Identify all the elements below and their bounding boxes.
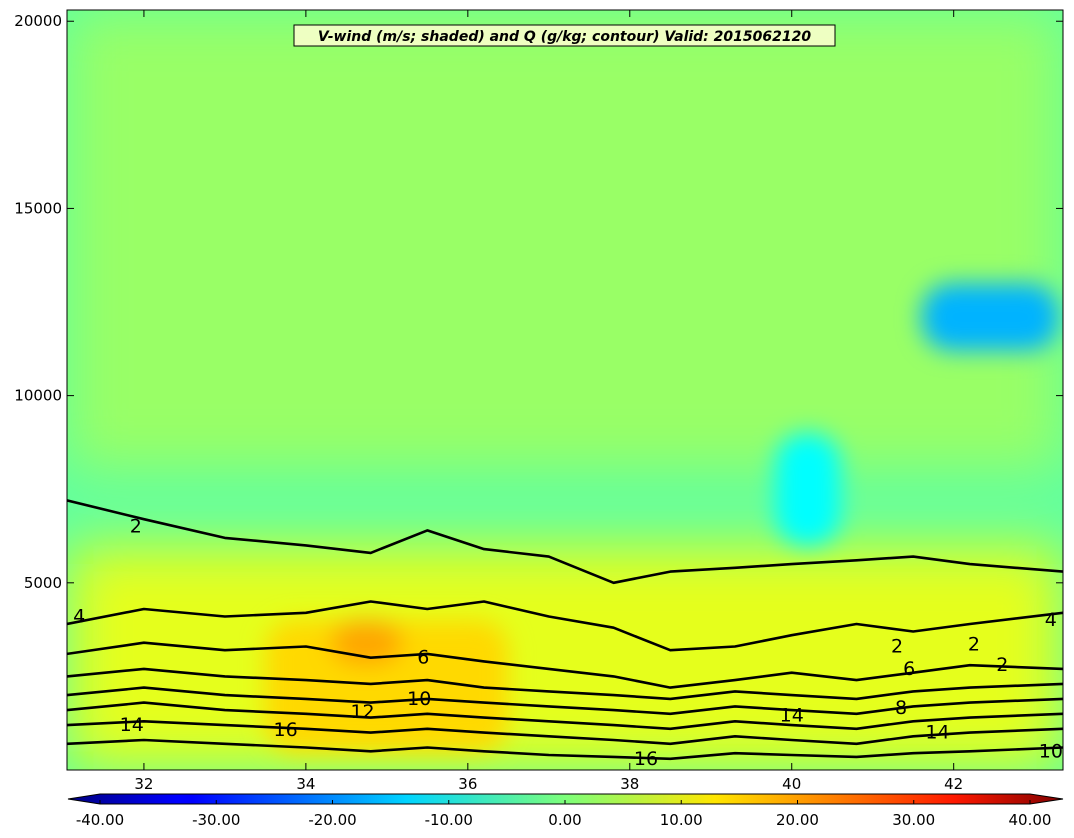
contour-label: 16 [634, 748, 658, 770]
contour-label: 4 [73, 606, 85, 628]
contour-label: 6 [417, 647, 429, 669]
contour-label: 6 [903, 658, 915, 680]
colorbar-tick-label: -40.00 [76, 811, 124, 829]
contour-label: 10 [407, 688, 431, 710]
x-tick-label: 42 [944, 775, 963, 793]
y-tick-label: 15000 [14, 199, 62, 217]
colorbar-tick-label: 20.00 [776, 811, 819, 829]
contour-label: 12 [350, 701, 374, 723]
y-tick-label: 20000 [14, 12, 62, 30]
contour-label: 2 [996, 654, 1008, 676]
contour-label: 4 [1045, 609, 1057, 631]
plot-frame [66, 9, 1064, 771]
shading-layer [67, 10, 1063, 770]
x-tick-label: 34 [296, 775, 315, 793]
shaded-region [330, 620, 404, 666]
detail-layer [265, 283, 1059, 752]
shaded-region [67, 545, 1063, 770]
contour-label: 14 [120, 714, 144, 736]
q-contour-line [67, 701, 1063, 731]
contour-label: 2 [891, 635, 903, 657]
shaded-region [265, 620, 509, 752]
contour-layer [67, 499, 1063, 761]
contour-label: 2 [130, 516, 142, 538]
colorbar: -40.00 -30.00 -20.00 -10.00 0.00 10.00 20.00 30… [67, 793, 1064, 829]
colorbar-tick-label: -30.00 [192, 811, 240, 829]
x-tick-label: 36 [458, 775, 477, 793]
x-tick-label: 38 [620, 775, 639, 793]
q-contour-line [67, 641, 1063, 689]
y-tick-label: 5000 [24, 574, 62, 592]
shaded-region [67, 10, 1063, 471]
colorbar-tick-label: -20.00 [308, 811, 356, 829]
shaded-region [775, 433, 841, 546]
x-tick-label: 32 [134, 775, 153, 793]
q-contour-line [67, 667, 1063, 701]
contour-label: 14 [925, 722, 949, 744]
contour-label: 10 [1039, 740, 1063, 762]
chart-title-box: V-wind (m/s; shaded) and Q (g/kg; contou… [293, 24, 836, 47]
y-axis: 5000 10000 15000 20000 [14, 12, 1063, 592]
y-tick-label: 10000 [14, 387, 62, 405]
q-contour-line [67, 499, 1063, 585]
chart-title: V-wind (m/s; shaded) and Q (g/kg; contou… [318, 29, 811, 45]
colorbar-tick-label: 40.00 [1009, 811, 1052, 829]
contour-label: 16 [274, 719, 298, 741]
contour-label: 2 [968, 634, 980, 656]
colorbar-tick-label: 10.00 [660, 811, 703, 829]
contour-label: 8 [895, 697, 907, 719]
q-contour-line [67, 720, 1063, 746]
x-axis: 32 34 36 38 40 42 [134, 10, 963, 793]
colorbar-tick-label: -10.00 [425, 811, 473, 829]
shaded-region [921, 283, 1059, 351]
q-contour-line [67, 600, 1063, 652]
colorbar-tick-label: 30.00 [892, 811, 935, 829]
colorbar-tick-label: 0.00 [548, 811, 581, 829]
q-contour-line [67, 686, 1063, 716]
q-contour-line [67, 738, 1063, 761]
contour-label: 14 [780, 705, 804, 727]
x-tick-label: 40 [782, 775, 801, 793]
colorbar-ticks: -40.00 -30.00 -20.00 -10.00 0.00 10.00 20.00 30… [76, 800, 1052, 829]
